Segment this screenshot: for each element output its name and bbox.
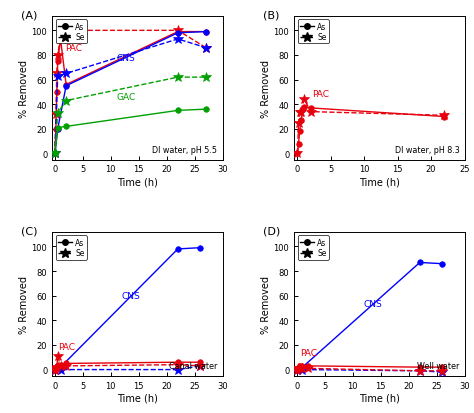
- X-axis label: Time (h): Time (h): [359, 177, 400, 187]
- Legend: As, Se: As, Se: [56, 236, 87, 260]
- Y-axis label: % Removed: % Removed: [19, 275, 29, 333]
- Text: CNS: CNS: [122, 292, 141, 300]
- Legend: As, Se: As, Se: [298, 236, 328, 260]
- Text: PAC: PAC: [312, 89, 329, 98]
- Legend: As, Se: As, Se: [298, 20, 328, 44]
- Text: (D): (D): [264, 226, 281, 236]
- Text: CNS: CNS: [364, 299, 383, 308]
- Text: (B): (B): [264, 11, 280, 21]
- Text: DI water, pH 5.5: DI water, pH 5.5: [153, 145, 218, 154]
- X-axis label: Time (h): Time (h): [359, 392, 400, 402]
- Text: PAC: PAC: [65, 44, 82, 53]
- Text: Well water: Well water: [417, 361, 459, 370]
- Y-axis label: % Removed: % Removed: [261, 275, 271, 333]
- X-axis label: Time (h): Time (h): [117, 177, 158, 187]
- Legend: As, Se: As, Se: [56, 20, 87, 44]
- X-axis label: Time (h): Time (h): [117, 392, 158, 402]
- Text: DI water, pH 8.3: DI water, pH 8.3: [395, 145, 459, 154]
- Text: (C): (C): [21, 226, 38, 236]
- Text: GAC: GAC: [117, 93, 136, 102]
- Y-axis label: % Removed: % Removed: [19, 59, 29, 117]
- Text: Canal water: Canal water: [169, 361, 218, 370]
- Text: PAC: PAC: [58, 342, 75, 351]
- Text: PAC: PAC: [300, 348, 317, 357]
- Y-axis label: % Removed: % Removed: [261, 59, 271, 117]
- Text: CNS: CNS: [117, 54, 135, 63]
- Text: (A): (A): [21, 11, 38, 21]
